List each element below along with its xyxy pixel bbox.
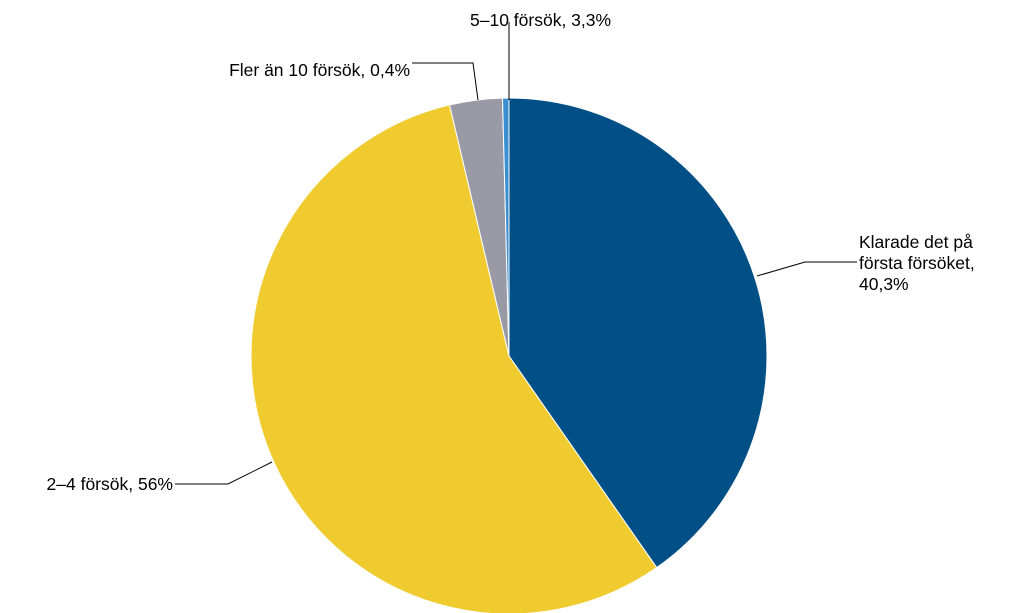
slice-label-fler: Fler än 10 försök, 0,4% [229,60,410,80]
pie-slices [250,97,768,613]
leader-line-fler [412,62,479,101]
slice-label-klarade-line-3: 40,3% [859,274,909,294]
slice-label-5-10: 5–10 försök, 3,3% [470,10,611,30]
slice-labels: Klarade det på första försöket, 40,3% 2–… [47,10,980,494]
slice-label-2-4: 2–4 försök, 56% [47,474,173,494]
slice-label-klarade-line-2: första försöket, [859,253,975,273]
pie-slice-0 [508,97,768,569]
slice-label-klarade-line-1: Klarade det på [859,232,973,252]
leader-lines [175,22,857,485]
leader-line-2-4 [175,461,273,485]
slice-label-klarade: Klarade det på första försöket, 40,3% [859,232,980,294]
leader-line-klarade [756,261,857,277]
